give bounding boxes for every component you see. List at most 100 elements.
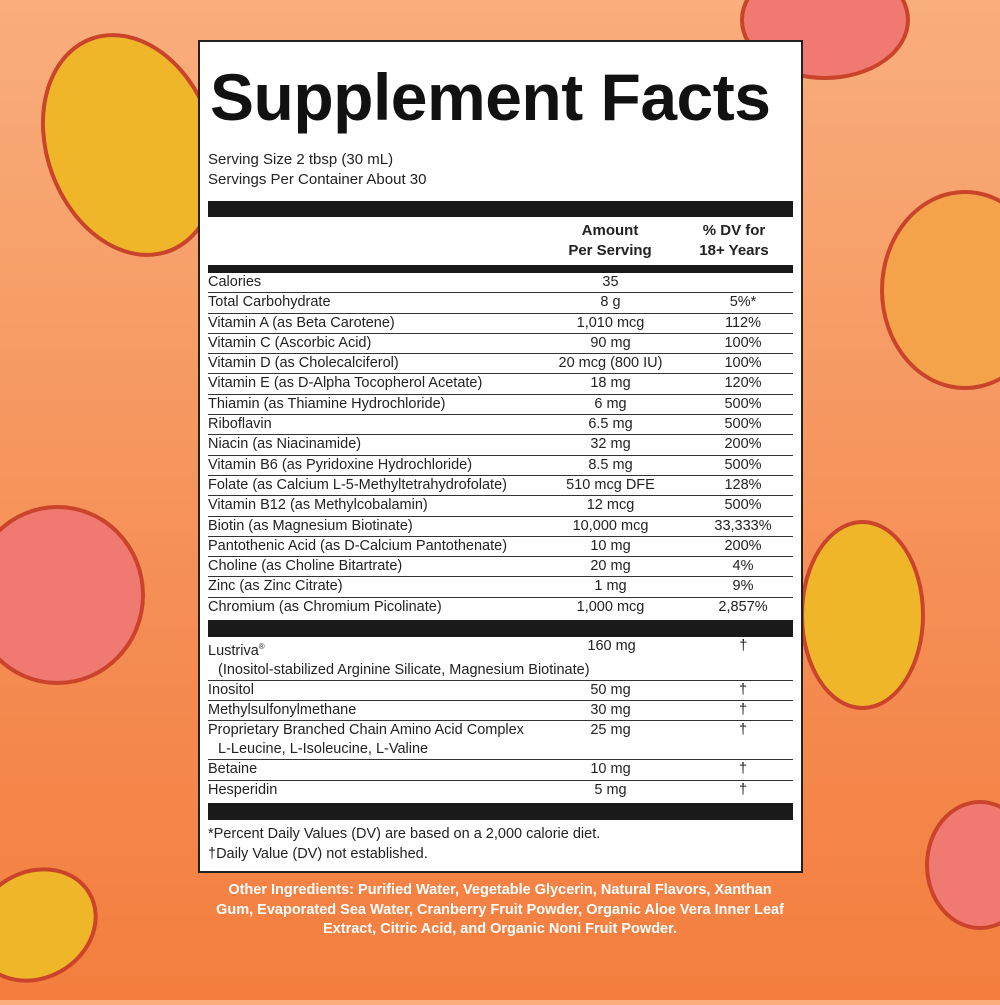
table-row: Pantothenic Acid (as D-Calcium Pantothen… — [208, 537, 793, 558]
amount-value: 10 mg — [590, 537, 631, 554]
amount-value: 32 mg — [590, 436, 631, 453]
nutrient-name: Zinc (as Zinc Citrate) — [208, 578, 343, 595]
amount-value: 30 mg — [590, 702, 631, 719]
footnote: *Percent Daily Values (DV) are based on … — [208, 826, 601, 843]
amount-value: 6.5 mg — [588, 416, 633, 433]
amount-value: 1,010 mcg — [576, 314, 645, 331]
other-ingredients: Other Ingredients: Purified Water, Veget… — [216, 882, 784, 937]
dv-header: % DV for 18+ Years — [699, 222, 769, 259]
nutrient-name: Riboflavin — [208, 416, 272, 433]
amount-value: 12 mcg — [586, 497, 635, 514]
dv-value: † — [738, 702, 748, 719]
table-row: Biotin (as Magnesium Biotinate) 10,000 mc… — [208, 517, 793, 537]
nutrient-name: Inositol — [208, 681, 254, 698]
peach-illustration — [0, 505, 145, 685]
dv-value: 128% — [724, 476, 762, 493]
dv-value: 33,333% — [714, 517, 772, 534]
nutrient-detail: L-Leucine, L-Isoleucine, L-Valine — [218, 741, 429, 758]
dv-value: † — [739, 638, 748, 655]
dv-value: † — [738, 761, 748, 778]
table-row: Inositol 50 mg † — [208, 681, 793, 702]
amount-value: 1 mg — [594, 578, 627, 595]
supplement-facts-label: Supplement Facts Serving Size 2 tbsp (30… — [198, 40, 803, 873]
amount-value: 20 mg — [590, 558, 631, 575]
amount-value: 20 mcg (800 IU) — [558, 355, 663, 372]
nutrient-name: Hesperidin — [208, 781, 278, 798]
table-row: Hesperidin 5 mg † — [208, 781, 793, 801]
table-row: Vitamin C (Ascorbic Acid) 90 mg 100% — [208, 334, 793, 355]
nutrient-name: Niacin (as Niacinamide) — [208, 436, 362, 453]
dv-value: 200% — [724, 436, 762, 453]
nutrient-detail: (Inositol-stabilized Arginine Silicate, … — [218, 661, 590, 678]
divider-bar — [208, 201, 793, 217]
amount-value: 160 mg — [587, 638, 636, 655]
nutrient-name: Vitamin A (as Beta Carotene) — [208, 314, 395, 331]
nutrient-name: Folate (as Calcium L-5-Methyltetrahydrof… — [208, 476, 507, 493]
dv-value — [693, 273, 793, 292]
nutrient-name: Proprietary Branched Chain Amino Acid Co… — [208, 721, 588, 759]
amount-value: 25 mg — [590, 722, 631, 739]
amount-value: 510 mcg DFE — [566, 476, 655, 493]
nutrient-name: Vitamin B6 (as Pyridoxine Hydrochloride) — [208, 456, 473, 473]
dv-value: † — [738, 722, 748, 739]
table-row: Riboflavin 6.5 mg 500% — [208, 415, 793, 436]
amount-value: 35 — [602, 274, 619, 290]
peach-half-illustration — [880, 190, 1000, 390]
nutrient-name: Vitamin B12 (as Methylcobalamin) — [208, 497, 428, 514]
servings-per-container: Servings Per Container About 30 — [208, 171, 427, 188]
nutrient-name: Biotin (as Magnesium Biotinate) — [208, 517, 413, 534]
table-row: Calories 35 — [208, 273, 793, 294]
table-row: Proprietary Branched Chain Amino Acid Co… — [208, 721, 793, 761]
nutrient-name: Vitamin E (as D-Alpha Tocopherol Acetate… — [208, 375, 483, 392]
amount-value: 50 mg — [590, 681, 631, 698]
nutrient-name: Thiamin (as Thiamine Hydrochloride) — [208, 395, 446, 412]
nutrient-name: Choline (as Choline Bitartrate) — [208, 558, 403, 575]
table-row: Betaine 10 mg † — [208, 760, 793, 781]
mango-illustration — [0, 844, 119, 1005]
table-row: Vitamin D (as Cholecalciferol) 20 mcg (80… — [208, 354, 793, 375]
nutrient-name: Pantothenic Acid (as D-Calcium Pantothen… — [208, 537, 508, 554]
dv-value: 500% — [724, 497, 762, 514]
label-title: Supplement Facts — [210, 60, 771, 134]
dv-value: 9% — [732, 578, 754, 595]
dv-value: 500% — [724, 456, 762, 473]
nutrient-table: Calories 35 Total Carbohydrate 8 g 5%* Vitami… — [208, 273, 793, 618]
table-row: Total Carbohydrate 8 g 5%* — [208, 293, 793, 314]
column-header: Amount Per Serving % DV for 18+ Years — [208, 217, 793, 265]
dv-value: 100% — [724, 355, 762, 372]
nutrient-name: Chromium (as Chromium Picolinate) — [208, 598, 442, 615]
dv-value: † — [738, 681, 748, 698]
footnote: †Daily Value (DV) not established. — [208, 846, 428, 863]
dv-value: 4% — [732, 558, 754, 575]
divider-bar — [208, 265, 793, 273]
dv-value: † — [738, 781, 748, 798]
amount-value: 6 mg — [594, 395, 627, 412]
nutrient-name: Methylsulfonylmethane — [208, 702, 357, 719]
dv-value: 112% — [724, 314, 761, 331]
table-row: Vitamin B12 (as Methylcobalamin) 12 mcg 50… — [208, 496, 793, 517]
amount-value: 18 mg — [590, 375, 631, 392]
nutrient-name: Calories — [208, 274, 262, 290]
amount-value: 10 mg — [590, 761, 631, 778]
table-row: Folate (as Calcium L-5-Methyltetrahydrof… — [208, 476, 793, 497]
dv-value: 500% — [724, 416, 762, 433]
table-row: Niacin (as Niacinamide) 32 mg 200% — [208, 435, 793, 456]
nutrient-name: Lustriva® (Inositol-stabilized Arginine S… — [208, 642, 590, 678]
table-row: Vitamin B6 (as Pyridoxine Hydrochloride)… — [208, 456, 793, 476]
registered-mark: ® — [258, 642, 265, 652]
dv-value: 2,857% — [718, 598, 768, 615]
nutrient-name: Vitamin D (as Cholecalciferol) — [208, 355, 399, 372]
mango-illustration — [800, 520, 925, 710]
serving-size: Serving Size 2 tbsp (30 mL) — [208, 151, 394, 168]
table-row: Choline (as Choline Bitartrate) 20 mg 4% — [208, 557, 793, 578]
dv-value: 5%* — [729, 294, 757, 311]
amount-value: 1,000 mcg — [576, 598, 645, 615]
table-row: Lustriva® (Inositol-stabilized Arginine S… — [208, 637, 793, 681]
nutrient-name: Vitamin C (Ascorbic Acid) — [208, 334, 372, 351]
amount-value: 8 g — [600, 294, 621, 311]
amount-header: Amount Per Serving — [568, 222, 652, 259]
divider-bar — [208, 803, 793, 821]
amount-value: 8.5 mg — [588, 456, 633, 473]
other-nutrient-table: Lustriva® (Inositol-stabilized Arginine S… — [208, 637, 793, 801]
dv-value: 200% — [724, 537, 762, 554]
